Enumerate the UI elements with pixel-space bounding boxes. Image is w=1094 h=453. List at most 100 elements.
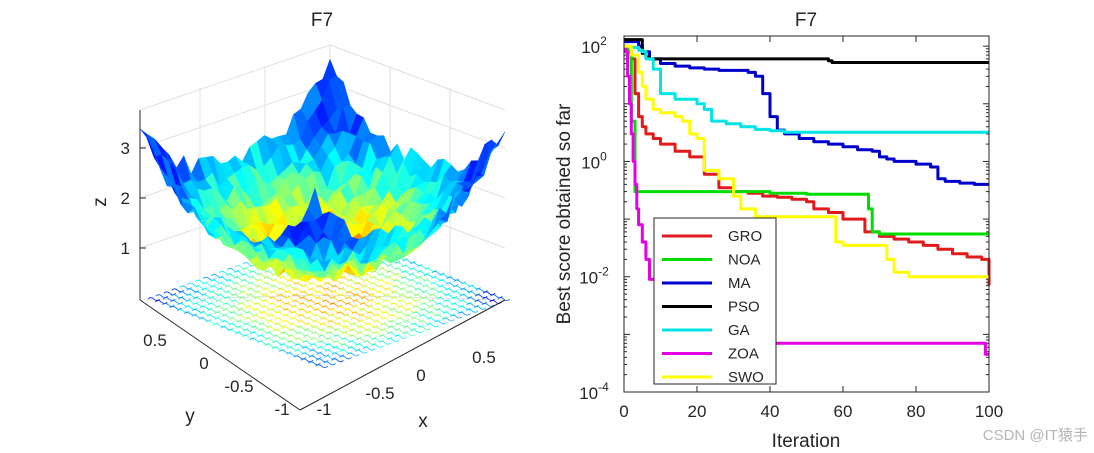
contour-segment <box>431 270 445 275</box>
contour-segment <box>403 326 416 331</box>
contour-segment <box>306 305 319 310</box>
legend-label-swo: SWO <box>728 369 764 386</box>
contour-segment <box>333 340 346 345</box>
contour-segment <box>321 305 335 310</box>
convergence-series <box>624 38 991 356</box>
surface-title: F7 <box>311 10 333 31</box>
x-tick-label-4: 0.5 <box>472 348 496 367</box>
contour-segment <box>289 323 302 328</box>
contour-segment <box>416 270 430 275</box>
y-tick-label-1: 100 <box>581 149 607 172</box>
y-axis-label: y <box>185 406 195 427</box>
contour-segment <box>457 311 471 316</box>
contour-segment <box>247 288 260 293</box>
contour-segment <box>293 288 306 293</box>
contour-segment <box>347 352 360 357</box>
contour-segment <box>394 335 408 339</box>
contour-segment <box>442 317 455 322</box>
contour-segment <box>401 270 414 275</box>
convergence-x-tick-labels: 0 20 40 60 80 100 <box>619 402 1003 421</box>
grid-z3-right <box>329 82 506 149</box>
contour-segment <box>399 288 413 293</box>
contour-segment <box>243 323 257 328</box>
x-tick-label-4: 80 <box>907 402 926 421</box>
contour-segment <box>458 305 471 310</box>
contour-segment <box>257 340 270 345</box>
contour-segment <box>171 288 184 293</box>
contour-segment <box>304 323 318 328</box>
contour-segment <box>323 288 337 293</box>
contour-segment <box>367 305 380 310</box>
contour-segment <box>365 323 378 328</box>
legend-label-zoa: ZOA <box>728 346 759 363</box>
surface-patch <box>308 187 323 221</box>
contour-segment <box>382 305 395 310</box>
contour-segment <box>308 288 321 293</box>
contour-segment <box>371 270 384 275</box>
y-ticks: 0.5 0 -0.5 -1 <box>143 331 289 419</box>
contour-segment <box>475 288 489 293</box>
convergence-y-tick-labels: 102 100 10-2 10-4 <box>579 34 609 403</box>
y-tick-label-0: 102 <box>581 34 607 57</box>
series-line-gro <box>624 44 991 286</box>
x-tick-label-5: 100 <box>975 402 1003 421</box>
contour-segment <box>402 332 415 336</box>
contour-segment <box>497 297 510 301</box>
z-axis-label: z <box>90 197 111 207</box>
surface-mesh <box>139 58 506 283</box>
contour-segment <box>331 358 344 363</box>
contour-segment <box>465 308 479 313</box>
contour-segment <box>418 326 431 331</box>
contour-segment <box>338 288 352 293</box>
contour-segment <box>339 355 352 360</box>
contour-segment <box>334 323 348 328</box>
contour-segment <box>234 270 247 275</box>
convergence-x-axis-label: Iteration <box>772 431 841 452</box>
x-tick-label-3: 60 <box>834 402 853 421</box>
contour-segment <box>350 323 363 328</box>
contour-segment <box>445 288 458 293</box>
series-line-ga <box>624 44 989 134</box>
contour-segment <box>316 358 329 363</box>
legend: GRO NOA MA PSO GA ZOA SWO <box>653 217 777 386</box>
contour-segment <box>354 349 368 354</box>
contour-segment <box>449 314 463 319</box>
x-tick-label-2: -0.5 <box>365 384 394 403</box>
box-top-right-edge <box>329 44 506 111</box>
contour-segment <box>184 305 198 310</box>
contour-segment <box>434 320 447 325</box>
contour-segment <box>201 288 215 293</box>
plot-frame <box>623 35 990 393</box>
contour-segment <box>258 323 272 328</box>
legend-box <box>653 217 777 385</box>
contour-segment <box>300 358 314 363</box>
contour-segment <box>362 346 376 351</box>
contour-segment <box>384 288 397 293</box>
contour-segment <box>277 288 291 293</box>
contour-segment <box>262 288 276 293</box>
contour-segment <box>429 288 443 293</box>
contour-segment <box>315 364 328 369</box>
contour-segment <box>260 305 274 310</box>
contour-segment <box>213 323 226 328</box>
x-tick-label-1: 20 <box>688 402 707 421</box>
series-line-swo <box>624 44 989 279</box>
contour-segment <box>323 361 336 366</box>
contour-segment <box>410 329 423 334</box>
convergence-title: F7 <box>795 10 817 31</box>
contour-segment <box>276 305 289 310</box>
contour-segment <box>380 323 394 328</box>
x-ticks: -1 -0.5 0 0.5 <box>316 348 495 419</box>
contour-segment <box>363 340 377 345</box>
y-tick-label-2: 10-2 <box>579 265 609 288</box>
watermark: CSDN @IT猿手 <box>982 427 1088 444</box>
contour-segment <box>386 338 400 342</box>
y-tick-label-3: -0.5 <box>224 377 253 396</box>
contour-segment <box>397 305 411 310</box>
z-tick-label-2: 2 <box>121 189 130 208</box>
z-ticks: 1 2 3 <box>121 139 146 258</box>
contour-segment <box>218 270 232 275</box>
x-axis-line <box>299 299 506 411</box>
contour-segment <box>370 343 384 348</box>
contour-segment <box>232 288 245 293</box>
